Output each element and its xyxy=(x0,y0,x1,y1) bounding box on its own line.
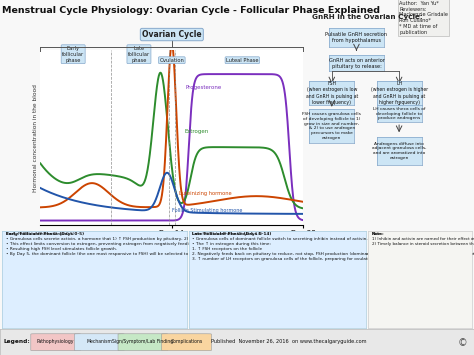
Text: Follicle Stimulating hormone: Follicle Stimulating hormone xyxy=(172,208,242,213)
Text: Late
follicular
phase: Late follicular phase xyxy=(128,46,150,63)
Text: LH
(when estrogen is higher
and GnRH is pulsing at
higher frequency): LH (when estrogen is higher and GnRH is … xyxy=(371,81,428,105)
Text: Published  November 26, 2016  on www.thecalgaryguide.com: Published November 26, 2016 on www.theca… xyxy=(211,339,366,344)
Text: Complications: Complications xyxy=(170,339,203,344)
Text: FSH causes granulosa cells
of developing follicle to 1)
grow in size and number,: FSH causes granulosa cells of developing… xyxy=(302,112,361,140)
Text: Late Follicular Phase (Days 5-14)
• Granulosa cells of dominant follicle switch : Late Follicular Phase (Days 5-14) • Gran… xyxy=(192,232,474,266)
Text: Pulsatile GnRH secretion
from hypothalamus: Pulsatile GnRH secretion from hypothalam… xyxy=(326,32,387,43)
Text: Early Follicular Phase (Days 0-5): Early Follicular Phase (Days 0-5) xyxy=(6,232,84,236)
Text: Ovarian Cycle: Ovarian Cycle xyxy=(142,30,201,39)
Text: LH causes theca cells of
developing follicle to
produce androgens: LH causes theca cells of developing foll… xyxy=(373,107,425,120)
Text: ©: © xyxy=(458,338,468,348)
Text: Early Follicular Phase (Days 0-5)
• Granulosa cells secrete activin, a hormone t: Early Follicular Phase (Days 0-5) • Gran… xyxy=(6,232,474,261)
Text: Mechanism: Mechanism xyxy=(86,339,112,344)
Text: Androgens diffuse into
adjacent granulosa cells,
and are aromatized into
estroge: Androgens diffuse into adjacent granulos… xyxy=(372,142,426,160)
FancyBboxPatch shape xyxy=(162,334,211,351)
FancyBboxPatch shape xyxy=(74,334,124,351)
Text: FSH
(when estrogen is low
and GnRH is pulsing at
lower frequency): FSH (when estrogen is low and GnRH is pu… xyxy=(306,81,358,105)
Text: Author:  Yan Yu*
Reviewers:
Mackenzie Grisdale
Ron Cusano*
* MD at time of
publi: Author: Yan Yu* Reviewers: Mackenzie Gri… xyxy=(399,1,448,35)
Text: Luteal Phase: Luteal Phase xyxy=(226,58,258,63)
Text: Luteinizing hormone: Luteinizing hormone xyxy=(179,191,232,196)
Text: Late Follicular Phase (Days 5-14): Late Follicular Phase (Days 5-14) xyxy=(192,232,272,236)
Text: Legend:: Legend: xyxy=(4,339,30,344)
Text: GnRH in the Ovarian Cycle:: GnRH in the Ovarian Cycle: xyxy=(312,14,423,20)
Text: Note:
1) Inhibin and activin are named for their effect on the anterior pituitar: Note: 1) Inhibin and activin are named f… xyxy=(372,232,474,246)
Text: Menstrual Cycle Physiology: Ovarian Cycle - Follicular Phase Explained: Menstrual Cycle Physiology: Ovarian Cycl… xyxy=(2,6,380,15)
Text: Estrogen: Estrogen xyxy=(184,129,208,134)
Text: GnRH acts on anterior
pituitary to release:: GnRH acts on anterior pituitary to relea… xyxy=(328,58,384,69)
Text: Sign/Symptom/Lab Finding: Sign/Symptom/Lab Finding xyxy=(112,339,173,344)
Text: Note:: Note: xyxy=(372,232,384,236)
Y-axis label: Hormonal concentration in the blood: Hormonal concentration in the blood xyxy=(33,84,37,191)
Text: Early
follicular
phase: Early follicular phase xyxy=(62,46,84,63)
FancyBboxPatch shape xyxy=(31,334,81,351)
FancyBboxPatch shape xyxy=(118,334,168,351)
Text: Pathophysiology: Pathophysiology xyxy=(37,339,74,344)
Text: Ovulation: Ovulation xyxy=(159,58,184,63)
Text: Progesterone: Progesterone xyxy=(186,85,222,90)
